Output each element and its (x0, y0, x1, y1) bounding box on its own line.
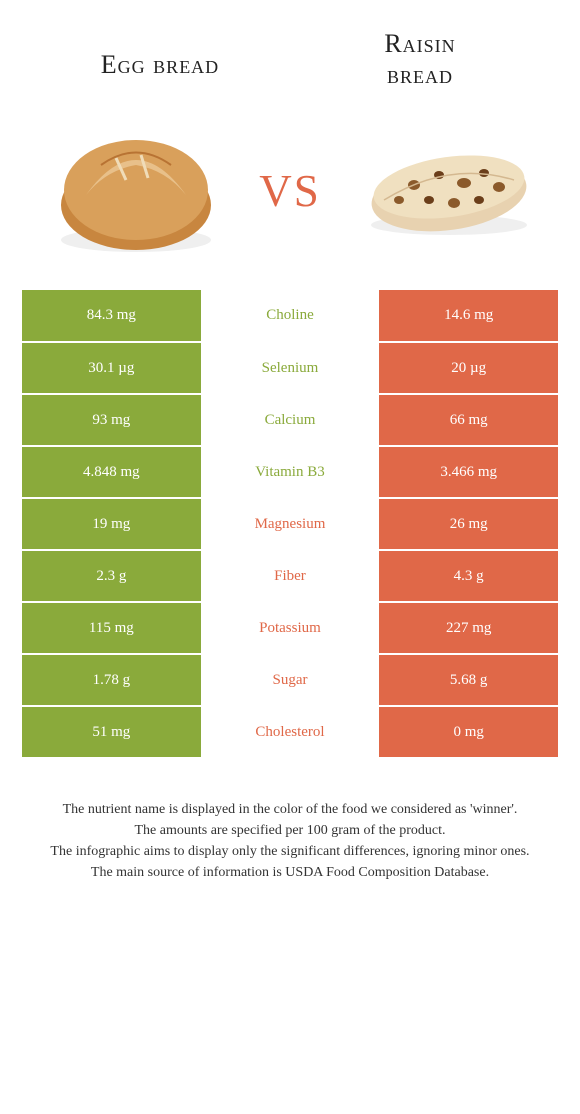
nutrient-label: Vitamin B3 (201, 446, 380, 498)
nutrient-label: Magnesium (201, 498, 380, 550)
nutrient-label: Fiber (201, 550, 380, 602)
nutrient-label: Selenium (201, 342, 380, 394)
right-value: 227 mg (379, 602, 558, 654)
nutrient-table: 84.3 mgCholine14.6 mg30.1 µgSelenium20 µ… (22, 290, 558, 759)
table-row: 84.3 mgCholine14.6 mg (22, 290, 558, 342)
header: Egg bread Raisin bread (0, 0, 580, 100)
footer-l2: The amounts are specified per 100 gram o… (18, 820, 562, 841)
left-value: 4.848 mg (22, 446, 201, 498)
images-row: vs (0, 100, 580, 290)
table-row: 1.78 gSugar5.68 g (22, 654, 558, 706)
left-value: 30.1 µg (22, 342, 201, 394)
egg-bread-icon (46, 110, 226, 260)
table-row: 19 mgMagnesium26 mg (22, 498, 558, 550)
left-value: 51 mg (22, 706, 201, 758)
nutrient-label: Cholesterol (201, 706, 380, 758)
nutrient-label: Choline (201, 290, 380, 342)
egg-bread-image (20, 110, 251, 260)
raisin-bread-image (329, 125, 560, 245)
right-value: 20 µg (379, 342, 558, 394)
raisin-bread-icon (354, 125, 534, 245)
table-row: 2.3 gFiber4.3 g (22, 550, 558, 602)
nutrient-label: Calcium (201, 394, 380, 446)
right-value: 0 mg (379, 706, 558, 758)
left-value: 2.3 g (22, 550, 201, 602)
right-value: 14.6 mg (379, 290, 558, 342)
footer-l1: The nutrient name is displayed in the co… (18, 799, 562, 820)
left-value: 115 mg (22, 602, 201, 654)
nutrient-table-wrap: 84.3 mgCholine14.6 mg30.1 µgSelenium20 µ… (0, 290, 580, 759)
footer-l4: The main source of information is USDA F… (18, 862, 562, 883)
left-value: 93 mg (22, 394, 201, 446)
footer-text: The nutrient name is displayed in the co… (0, 759, 580, 883)
title-right-l2: bread (387, 60, 453, 89)
right-value: 26 mg (379, 498, 558, 550)
footer-l3: The infographic aims to display only the… (18, 841, 562, 862)
title-right: Raisin bread (290, 20, 550, 90)
table-row: 115 mgPotassium227 mg (22, 602, 558, 654)
right-value: 3.466 mg (379, 446, 558, 498)
title-left: Egg bread (30, 20, 290, 80)
nutrient-label: Sugar (201, 654, 380, 706)
left-value: 19 mg (22, 498, 201, 550)
left-value: 84.3 mg (22, 290, 201, 342)
table-row: 51 mgCholesterol0 mg (22, 706, 558, 758)
right-value: 5.68 g (379, 654, 558, 706)
title-right-l1: Raisin (384, 29, 455, 58)
table-row: 4.848 mgVitamin B33.466 mg (22, 446, 558, 498)
right-value: 66 mg (379, 394, 558, 446)
nutrient-label: Potassium (201, 602, 380, 654)
table-row: 30.1 µgSelenium20 µg (22, 342, 558, 394)
table-row: 93 mgCalcium66 mg (22, 394, 558, 446)
vs-text: vs (251, 148, 329, 222)
right-value: 4.3 g (379, 550, 558, 602)
left-value: 1.78 g (22, 654, 201, 706)
